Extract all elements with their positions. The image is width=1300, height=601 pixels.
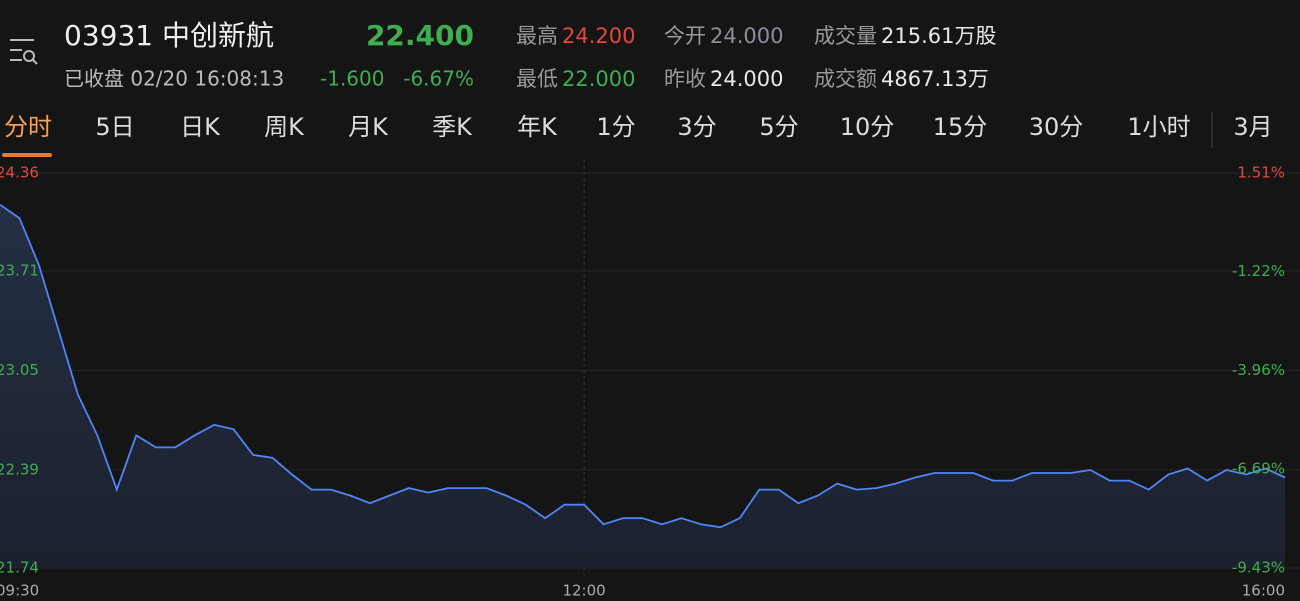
- y2-tick-label: -6.69%: [1232, 460, 1285, 478]
- y2-tick-label: -3.96%: [1232, 361, 1285, 379]
- y-tick-label: 24.36: [0, 164, 39, 182]
- tab[interactable]: 月K: [348, 113, 389, 141]
- stat-label: 昨收: [664, 67, 706, 91]
- status: 已收盘 02/20 16:08:13: [64, 67, 284, 91]
- menu-icon[interactable]: [10, 39, 38, 65]
- tab[interactable]: 3月: [1233, 113, 1272, 141]
- stat-value: 22.000: [562, 67, 635, 91]
- area: [0, 204, 1285, 568]
- x-tick-label: 16:00: [1242, 582, 1285, 600]
- tab[interactable]: 3分: [677, 113, 716, 141]
- stat-value: 24.000: [710, 24, 783, 48]
- tab[interactable]: 15分: [933, 113, 988, 141]
- tab[interactable]: 年K: [517, 113, 558, 141]
- change: -1.600: [320, 67, 384, 91]
- change-pct: -6.67%: [403, 67, 474, 91]
- stat: 成交量 215.61万股: [814, 24, 996, 48]
- stock-title: 03931 中创新航: [64, 19, 274, 52]
- tab[interactable]: 周K: [264, 113, 305, 141]
- stat-label: 成交额: [814, 67, 877, 91]
- tab[interactable]: 1分: [596, 113, 635, 141]
- tab[interactable]: 5日: [95, 113, 134, 141]
- stat-label: 今开: [664, 24, 706, 48]
- price-line: [0, 203, 1286, 529]
- x-tick-label: 12:00: [562, 582, 605, 600]
- stat-value: 4867.13万: [881, 67, 989, 91]
- stat: 昨收 24.000: [664, 67, 783, 91]
- x-tick-label: 09:30: [0, 582, 39, 600]
- stat: 最高 24.200: [516, 24, 635, 48]
- tab-indicator: [2, 153, 52, 157]
- tab[interactable]: 季K: [432, 113, 473, 141]
- y-tick-label: 23.71: [0, 261, 39, 279]
- y2-tick-label: 1.51%: [1237, 164, 1285, 182]
- tab[interactable]: 分时: [4, 113, 52, 141]
- stat-value: 24.000: [710, 67, 783, 91]
- tab[interactable]: 1小时: [1127, 113, 1190, 141]
- stat-label: 最高: [516, 24, 558, 48]
- tab[interactable]: 30分: [1029, 113, 1084, 141]
- stat: 最低 22.000: [516, 67, 635, 91]
- stat: 今开 24.000: [664, 24, 783, 48]
- y2-tick-label: -1.22%: [1232, 262, 1285, 280]
- stat-label: 成交量: [814, 24, 877, 48]
- tab[interactable]: 日K: [180, 113, 221, 141]
- y-tick-label: 23.05: [0, 361, 39, 379]
- price: 22.400: [366, 19, 474, 52]
- tab[interactable]: 5分: [759, 113, 798, 141]
- stat: 成交额 4867.13万: [814, 67, 989, 91]
- y-tick-label: 22.39: [0, 461, 39, 479]
- stat-value: 215.61万股: [881, 24, 996, 48]
- y-tick-label: 21.74: [0, 559, 39, 577]
- y2-tick-label: -9.43%: [1232, 559, 1285, 577]
- stat-label: 最低: [516, 67, 558, 91]
- stat-value: 24.200: [562, 24, 635, 48]
- tab[interactable]: 10分: [840, 113, 895, 141]
